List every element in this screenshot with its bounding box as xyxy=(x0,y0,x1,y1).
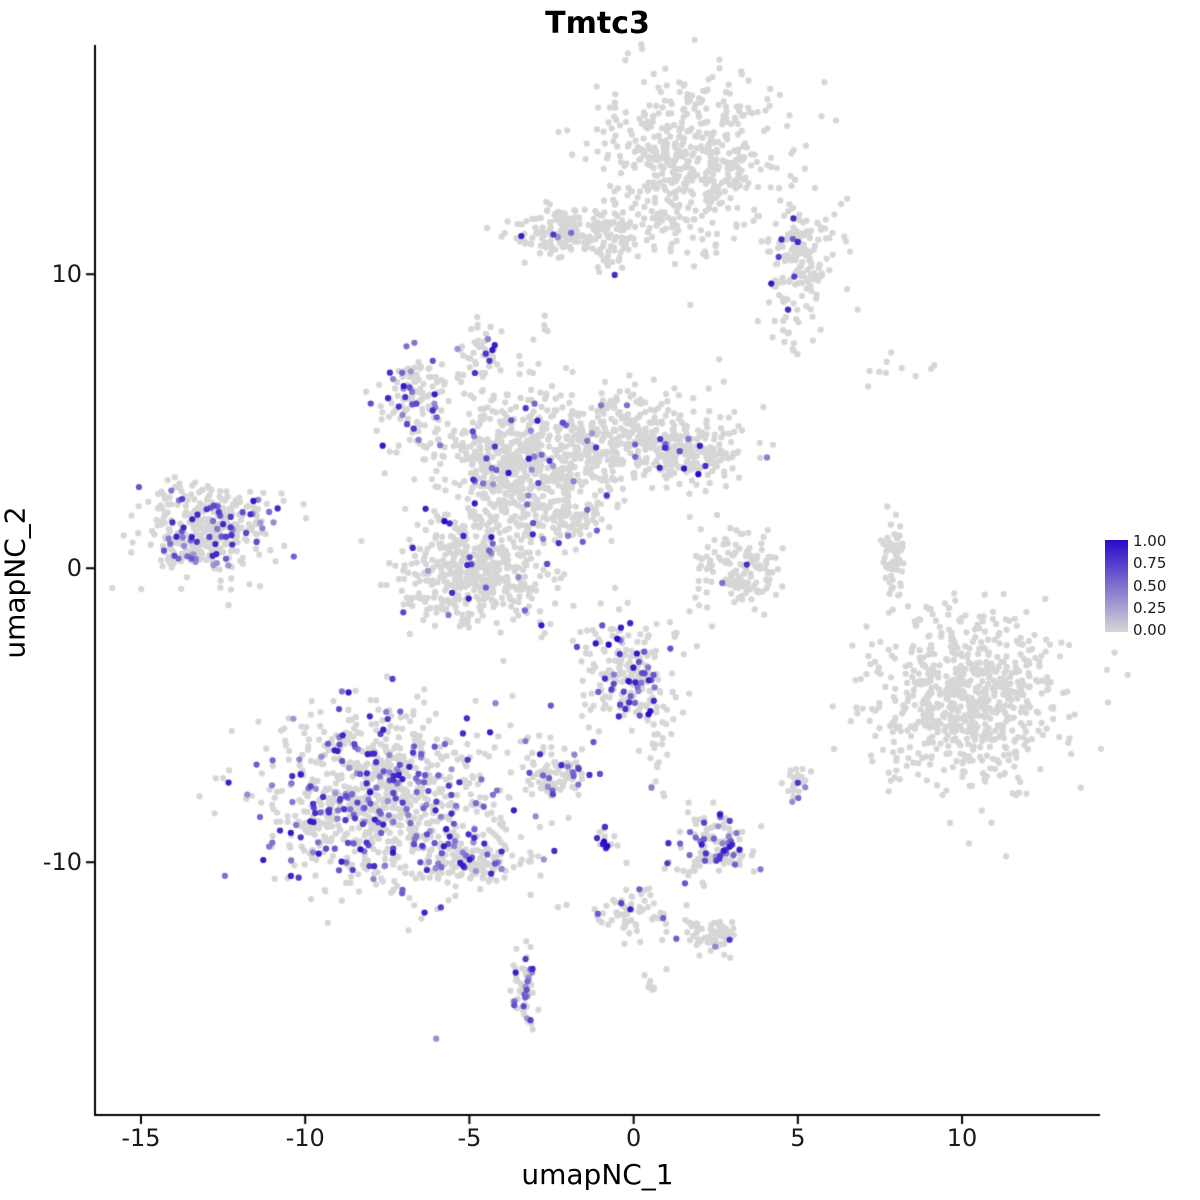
legend-label: 0.00 xyxy=(1133,621,1167,639)
x-tick-label: 10 xyxy=(946,1124,978,1152)
chart-title: Tmtc3 xyxy=(545,6,650,41)
legend-label: 0.25 xyxy=(1133,598,1167,617)
y-axis-label: umapNC_2 xyxy=(0,506,32,659)
x-tick-label: 5 xyxy=(790,1124,806,1152)
x-tick-label: -5 xyxy=(457,1124,482,1152)
y-tick-label: -10 xyxy=(42,848,82,877)
legend-label: 0.50 xyxy=(1133,576,1167,595)
x-tick-label: 0 xyxy=(625,1124,642,1152)
x-tick-label: -10 xyxy=(285,1124,325,1152)
legend-label: 1.00 xyxy=(1133,532,1167,550)
x-tick-label: -15 xyxy=(121,1124,161,1152)
x-axis-label: umapNC_1 xyxy=(521,1158,674,1191)
legend-label: 0.75 xyxy=(1133,554,1167,573)
y-tick-label: 10 xyxy=(51,260,82,289)
y-tick-label: 0 xyxy=(66,554,82,583)
legend-gradient-bar xyxy=(1105,540,1128,632)
color-legend: 1.00 0.75 0.50 0.25 0.00 xyxy=(1105,534,1166,638)
legend-labels: 1.00 0.75 0.50 0.25 0.00 xyxy=(1133,534,1166,638)
